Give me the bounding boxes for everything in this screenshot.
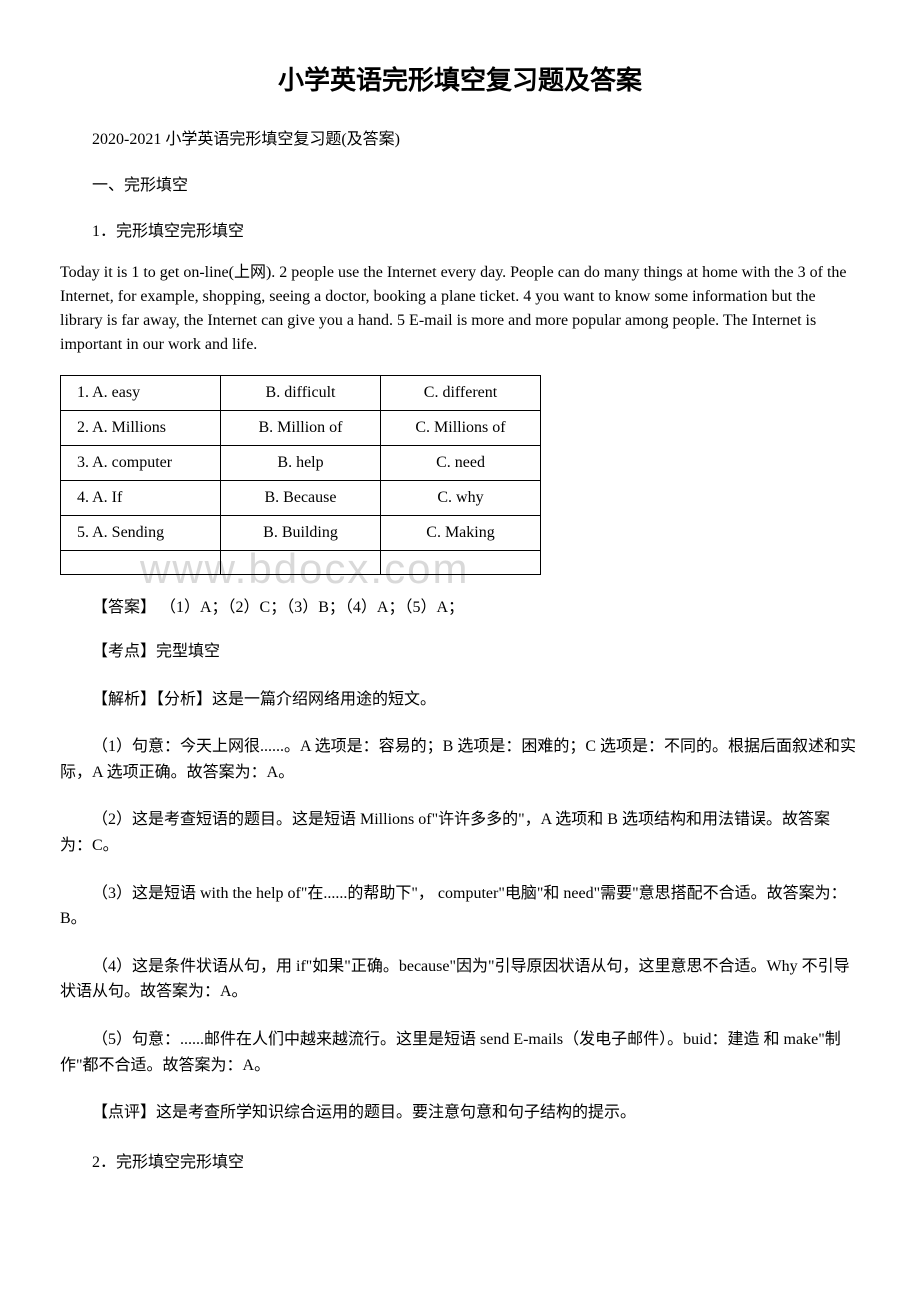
option-4c: C. why xyxy=(381,481,541,516)
question-2-heading: 2．完形填空完形填空 xyxy=(60,1148,860,1172)
passage-text: Today it is 1 to get on-line(上网). 2 peop… xyxy=(60,264,847,353)
option-2c: C. Millions of xyxy=(381,411,541,446)
option-row-2: 2. A. Millions B. Million of C. Millions… xyxy=(61,411,541,446)
analysis-5: （5）句意：......邮件在人们中越来越流行。这里是短语 send E-mai… xyxy=(60,1027,860,1078)
option-4a: 4. A. If xyxy=(61,481,221,516)
document-subtitle: 2020-2021 小学英语完形填空复习题(及答案) xyxy=(60,125,860,149)
document-title: 小学英语完形填空复习题及答案 xyxy=(60,60,860,97)
option-5b: B. Building xyxy=(221,516,381,551)
option-3c: C. need xyxy=(381,446,541,481)
option-row-empty xyxy=(61,551,541,575)
options-table: 1. A. easy B. difficult C. different 2. … xyxy=(60,375,541,575)
option-2a: 2. A. Millions xyxy=(61,411,221,446)
analysis-1: （1）句意：今天上网很......。A 选项是：容易的；B 选项是：困难的；C … xyxy=(60,734,860,785)
option-row-3: 3. A. computer B. help C. need xyxy=(61,446,541,481)
option-4b: B. Because xyxy=(221,481,381,516)
option-3b: B. help xyxy=(221,446,381,481)
option-5a: 5. A. Sending xyxy=(61,516,221,551)
analysis-3: （3）这是短语 with the help of"在......的帮助下"， c… xyxy=(60,881,860,932)
option-1c: C. different xyxy=(381,376,541,411)
empty-cell xyxy=(61,551,221,575)
kaodian-line: 【考点】完型填空 xyxy=(60,639,860,665)
analysis-4: （4）这是条件状语从句，用 if"如果"正确。because"因为"引导原因状语… xyxy=(60,954,860,1005)
empty-cell xyxy=(381,551,541,575)
jiexi-line: 【解析】【分析】这是一篇介绍网络用途的短文。 xyxy=(60,687,860,713)
empty-cell xyxy=(221,551,381,575)
question-1-passage: Today it is 1 to get on-line(上网). 2 peop… xyxy=(60,261,860,357)
dianping-line: 【点评】这是考查所学知识综合运用的题目。要注意句意和句子结构的提示。 xyxy=(60,1100,860,1126)
section-heading: 一、完形填空 xyxy=(60,171,860,195)
option-1a: 1. A. easy xyxy=(61,376,221,411)
option-row-1: 1. A. easy B. difficult C. different xyxy=(61,376,541,411)
answer-line: 【答案】 （1）A；（2）C；（3）B；（4）A；（5）A； xyxy=(60,593,860,617)
option-1b: B. difficult xyxy=(221,376,381,411)
option-row-5: 5. A. Sending B. Building C. Making xyxy=(61,516,541,551)
analysis-2: （2）这是考查短语的题目。这是短语 Millions of"许许多多的"，A 选… xyxy=(60,807,860,858)
option-3a: 3. A. computer xyxy=(61,446,221,481)
option-row-4: 4. A. If B. Because C. why xyxy=(61,481,541,516)
option-5c: C. Making xyxy=(381,516,541,551)
question-1-heading: 1．完形填空完形填空 xyxy=(60,217,860,241)
option-2b: B. Million of xyxy=(221,411,381,446)
